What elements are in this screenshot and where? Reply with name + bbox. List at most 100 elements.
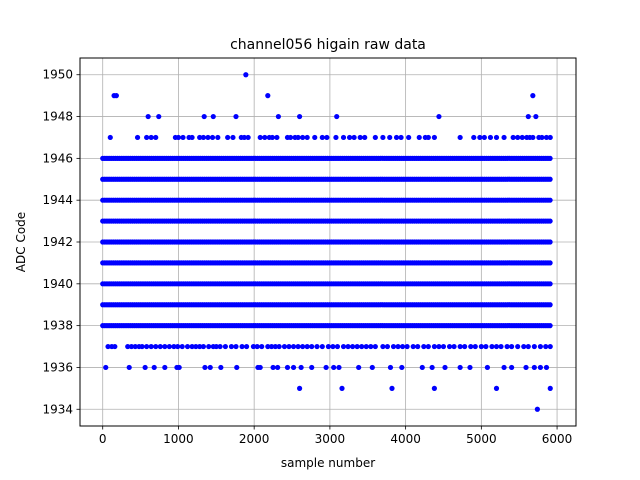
data-point xyxy=(547,281,553,287)
data-point xyxy=(510,134,516,141)
y-tick-label: 1934 xyxy=(42,402,73,416)
data-point xyxy=(259,343,265,350)
data-point xyxy=(521,343,527,350)
data-point xyxy=(468,343,474,350)
data-point xyxy=(547,385,553,391)
data-point xyxy=(112,343,118,350)
data-point xyxy=(451,343,457,350)
chart-title: channel056 higain raw data xyxy=(230,37,426,53)
data-point xyxy=(171,343,177,350)
data-point xyxy=(275,113,281,120)
x-tick-label: 2000 xyxy=(239,432,270,446)
data-point xyxy=(429,364,435,371)
data-point xyxy=(515,343,521,350)
data-point xyxy=(312,134,318,141)
data-point xyxy=(547,218,553,224)
y-tick-label: 1950 xyxy=(42,68,73,82)
data-point xyxy=(457,134,463,141)
data-point xyxy=(245,134,251,141)
data-point xyxy=(210,113,216,120)
data-point xyxy=(134,134,141,141)
data-point xyxy=(336,364,342,371)
data-point xyxy=(346,134,353,141)
data-point xyxy=(254,343,260,350)
x-axis-label: sample number xyxy=(281,456,375,470)
data-point xyxy=(330,343,336,350)
data-point xyxy=(206,343,212,350)
data-point xyxy=(354,343,360,350)
data-point xyxy=(462,343,468,350)
y-tick-label: 1940 xyxy=(42,277,73,291)
data-point xyxy=(471,134,477,141)
data-point xyxy=(340,134,347,141)
data-point xyxy=(281,343,288,350)
data-point xyxy=(304,343,310,350)
data-point xyxy=(295,343,301,350)
data-point xyxy=(239,343,245,350)
data-point xyxy=(145,113,151,120)
data-point xyxy=(477,134,483,141)
data-point xyxy=(484,364,490,371)
data-point xyxy=(262,134,268,141)
data-point xyxy=(372,134,378,141)
data-point xyxy=(389,385,395,391)
data-point xyxy=(547,323,553,329)
data-point xyxy=(286,343,292,350)
data-point xyxy=(197,134,203,141)
y-tick-label: 1942 xyxy=(42,235,73,249)
data-point xyxy=(148,343,154,350)
data-point xyxy=(144,134,150,141)
data-point xyxy=(547,134,553,141)
data-point xyxy=(205,134,211,141)
data-point xyxy=(243,72,249,78)
data-point xyxy=(304,134,310,141)
data-point xyxy=(107,134,113,141)
x-tick-label: 3000 xyxy=(315,432,346,446)
data-point xyxy=(543,364,550,371)
data-point xyxy=(387,134,393,141)
data-point xyxy=(207,364,213,371)
data-point xyxy=(215,134,221,141)
data-point xyxy=(189,134,195,141)
data-point xyxy=(209,134,216,141)
data-point xyxy=(509,364,515,371)
data-point xyxy=(297,385,303,391)
y-axis-label: ADC Code xyxy=(14,212,28,272)
x-tick-label: 0 xyxy=(99,432,107,446)
data-point xyxy=(493,134,500,141)
data-point xyxy=(543,343,549,350)
data-point xyxy=(530,93,536,99)
data-point xyxy=(148,134,154,141)
data-point xyxy=(162,343,168,350)
data-point xyxy=(483,343,489,350)
data-point xyxy=(325,343,331,350)
data-point xyxy=(156,113,162,120)
data-point xyxy=(218,364,224,371)
x-axis-ticks: 0 1000 2000 3000 4000 5000 6000 xyxy=(99,426,572,446)
data-point xyxy=(525,113,531,120)
data-point xyxy=(197,343,203,350)
data-point xyxy=(250,343,257,350)
y-tick-label: 1948 xyxy=(42,110,73,124)
data-point xyxy=(193,343,199,350)
data-point xyxy=(467,364,473,371)
data-point xyxy=(125,343,131,350)
data-point xyxy=(362,134,368,141)
data-point xyxy=(225,134,231,141)
data-point xyxy=(270,364,276,371)
data-point xyxy=(359,343,365,350)
data-point xyxy=(404,343,410,350)
data-point xyxy=(504,343,510,350)
data-point xyxy=(153,134,159,141)
data-point xyxy=(543,134,550,141)
y-axis-ticks: 1934 1936 1938 1940 1942 1944 1946 1948 1950 xyxy=(42,68,80,416)
data-point xyxy=(419,364,425,371)
data-point xyxy=(530,134,536,141)
data-point xyxy=(290,364,297,371)
data-point xyxy=(501,364,507,371)
x-tick-label: 6000 xyxy=(542,432,573,446)
data-point xyxy=(380,343,386,350)
data-point xyxy=(547,343,553,350)
data-point xyxy=(257,364,263,371)
